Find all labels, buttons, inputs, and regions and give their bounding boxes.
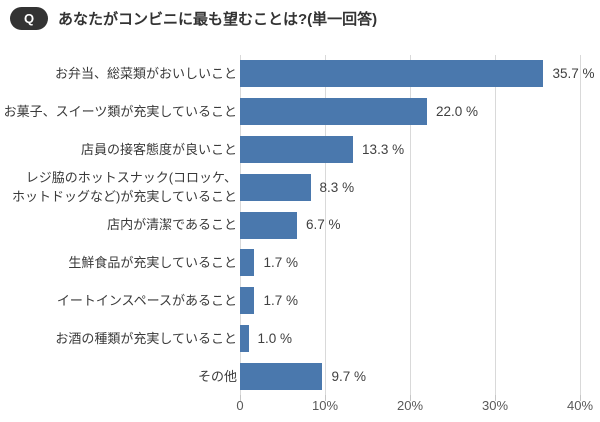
- value-label: 1.7 %: [263, 255, 298, 271]
- axis-tick-mark: [240, 395, 241, 401]
- category-label: お菓子、スイーツ類が充実していること: [3, 104, 237, 120]
- question-header: Q あなたがコンビニに最も望むことは?(単一回答): [10, 7, 377, 30]
- bar: [240, 135, 354, 163]
- bar: [240, 324, 249, 352]
- value-label: 1.7 %: [263, 293, 298, 309]
- gridline: [325, 55, 326, 395]
- axis-tick-mark: [580, 395, 581, 401]
- value-label: 13.3 %: [362, 141, 405, 157]
- value-label: 1.0 %: [257, 330, 293, 346]
- bar-row: お酒の種類が充実していること 1.0 %: [0, 319, 600, 357]
- bar-row: お弁当、総菜類がおいしいこと 35.7 %: [0, 55, 600, 93]
- category-label: その他: [197, 368, 237, 384]
- axis-tick-mark: [495, 395, 496, 401]
- axis-tick-mark: [410, 395, 411, 401]
- bar-row: レジ脇のホットスナック(コロッケ、 ホットドッグなど)が充実していること 8.3 …: [0, 168, 600, 206]
- category-label: 生鮮食品が充実していること: [68, 255, 237, 271]
- value-label: 6.7 %: [305, 217, 341, 233]
- bar-row: その他 9.7 %: [0, 357, 600, 395]
- bar-row: イートインスペースがあること 1.7 %: [0, 282, 600, 320]
- bar: [240, 362, 323, 390]
- bar-row: 店内が清潔であること 6.7 %: [0, 206, 600, 244]
- x-axis-tick-label: 0: [236, 398, 244, 413]
- category-label: お弁当、総菜類がおいしいこと: [54, 66, 237, 82]
- x-axis-tick-label: 40%: [566, 398, 594, 413]
- bar: [240, 173, 311, 201]
- category-label: 店内が清潔であること: [107, 217, 237, 233]
- category-label: レジ脇のホットスナック(コロッケ、 ホットドッグなど)が充実していること: [12, 170, 237, 205]
- value-label: 22.0 %: [436, 104, 479, 120]
- gridline: [495, 55, 496, 395]
- category-label: 店員の接客態度が良いこと: [80, 141, 237, 157]
- bar-row: 店員の接客態度が良いこと 13.3 %: [0, 131, 600, 169]
- bar: [240, 249, 255, 277]
- bar: [240, 60, 544, 88]
- question-title: あなたがコンビニに最も望むことは?(単一回答): [58, 11, 378, 28]
- x-axis-tick-label: 10%: [311, 398, 339, 413]
- gridline: [410, 55, 411, 395]
- gridline: [580, 55, 581, 395]
- bar-row: お菓子、スイーツ類が充実していること 22.0 %: [0, 93, 600, 131]
- bar-rows: お弁当、総菜類がおいしいこと 35.7 % お菓子、スイーツ類が充実していること 22…: [0, 55, 600, 395]
- value-label: 35.7 %: [552, 66, 595, 82]
- bar: [240, 287, 255, 315]
- bar: [240, 211, 297, 239]
- value-label: 8.3 %: [319, 179, 355, 195]
- value-label: 9.7 %: [331, 368, 366, 384]
- axis-tick-mark: [325, 395, 326, 401]
- bar-row: 生鮮食品が充実していること 1.7 %: [0, 244, 600, 282]
- bar: [240, 98, 427, 126]
- question-badge: Q: [10, 7, 48, 30]
- category-label: お酒の種類が充実していること: [55, 330, 237, 346]
- category-label: イートインスペースがあること: [56, 293, 237, 309]
- x-axis-tick-label: 20%: [396, 398, 424, 413]
- x-axis-tick-label: 30%: [481, 398, 509, 413]
